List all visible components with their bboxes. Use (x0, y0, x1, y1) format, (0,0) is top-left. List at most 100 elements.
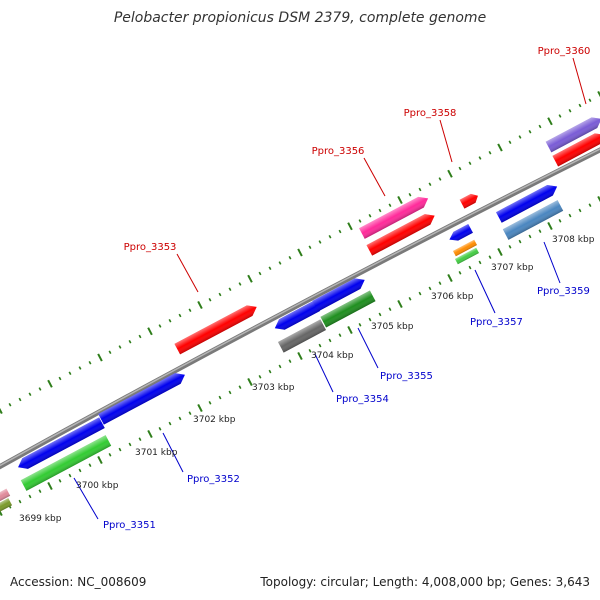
gene-label[interactable]: Ppro_3353 (124, 242, 177, 253)
tick-mark (347, 325, 353, 335)
gene-Ppro_3352b[interactable] (15, 417, 105, 472)
gene-arrow-shade (312, 278, 365, 312)
gene-Ppro_3352a[interactable] (98, 369, 188, 425)
tick-mark (247, 274, 253, 283)
gene-Ppro_3357c[interactable] (454, 247, 480, 265)
tick-mark (538, 124, 542, 129)
gene-label[interactable]: Ppro_3354 (336, 394, 389, 405)
gene-arrow-shade (0, 498, 13, 512)
kbp-label: 3702 kbp (193, 415, 236, 425)
gene-Ppro_3360b[interactable] (552, 130, 600, 167)
tick-mark (438, 177, 442, 181)
gene-arrow-shade (359, 196, 429, 239)
tick-mark (558, 219, 562, 223)
tick-mark (168, 421, 172, 426)
gene-label[interactable]: Ppro_3359 (537, 286, 590, 297)
gene-label[interactable]: Ppro_3360 (538, 46, 591, 57)
tick-mark (418, 291, 422, 296)
gene-Ppro_3359b[interactable] (502, 200, 564, 240)
gene-Ppro_3354b[interactable] (277, 319, 327, 353)
gene-Ppro_3353[interactable] (174, 302, 259, 355)
tick-mark (388, 203, 392, 208)
gene-Ppro_3357b[interactable] (452, 239, 478, 257)
tick-mark (97, 455, 103, 465)
tick-mark (258, 375, 262, 379)
kbp-label: 3708 kbp (552, 235, 595, 245)
leader-line (176, 253, 199, 293)
tick-mark (197, 300, 203, 310)
tick-mark (468, 161, 472, 166)
gene-Ppro_3355b[interactable] (320, 290, 376, 328)
tick-mark (68, 473, 72, 478)
tick-mark (228, 287, 232, 292)
tick-mark (347, 222, 353, 231)
tick-mark (197, 403, 203, 413)
gene-arrow-shade (277, 319, 327, 353)
tick-mark (338, 229, 342, 234)
tick-mark (438, 281, 442, 285)
gene-arrow-shade (459, 193, 478, 209)
gene-arrow-shade (545, 117, 600, 153)
tick-mark (597, 195, 600, 203)
tick-mark (297, 248, 303, 257)
gene-label[interactable]: Ppro_3357 (470, 317, 523, 328)
tick-mark (147, 429, 153, 439)
tick-mark (508, 245, 512, 249)
gene-arrow-shade (320, 290, 376, 328)
tick-mark (58, 479, 62, 483)
tick-mark (528, 129, 532, 134)
tick-mark (238, 385, 242, 389)
gene-small-a[interactable] (0, 488, 11, 502)
tick-mark (178, 416, 182, 421)
gene-label[interactable]: Ppro_3356 (312, 146, 365, 157)
gene-small-b[interactable] (0, 498, 13, 512)
gene-Ppro_3356b[interactable] (366, 210, 438, 256)
gene-Ppro_3355a[interactable] (312, 275, 367, 312)
tick-mark (358, 219, 362, 223)
tick-mark (168, 318, 172, 323)
tick-mark (468, 265, 472, 270)
gene-Ppro_3356a[interactable] (359, 193, 431, 239)
leader-line (162, 432, 184, 473)
tick-mark (78, 366, 82, 370)
tick-mark (328, 338, 332, 343)
tick-mark (488, 150, 492, 155)
leader-line (363, 157, 386, 197)
kbp-label: 3700 kbp (76, 481, 119, 491)
tick-mark (408, 192, 412, 197)
gene-arrow-shade (449, 223, 473, 241)
leader-line (572, 57, 587, 105)
gene-label[interactable]: Ppro_3352 (187, 474, 240, 485)
leader-line (474, 269, 496, 314)
gene-Ppro_3358[interactable] (459, 191, 481, 209)
tick-mark (297, 351, 303, 361)
tick-mark (128, 442, 132, 447)
gene-label[interactable]: Ppro_3355 (380, 371, 433, 382)
kbp-label: 3704 kbp (311, 351, 354, 361)
gene-Ppro_3357a[interactable] (447, 223, 473, 244)
tick-mark (138, 334, 142, 339)
tick-mark (128, 339, 132, 344)
tick-mark (78, 468, 82, 473)
kbp-label: 3701 kbp (135, 448, 178, 458)
tick-mark (478, 156, 482, 160)
tick-mark (97, 353, 103, 362)
tick-mark (308, 349, 312, 353)
gene-arrow-shade (454, 247, 480, 265)
tick-mark (568, 213, 572, 218)
gene-Ppro_3360a[interactable] (545, 114, 600, 153)
gene-label[interactable]: Ppro_3358 (404, 108, 457, 119)
map-title: Pelobacter propionicus DSM 2379, complet… (114, 10, 486, 26)
kbp-label: 3705 kbp (371, 322, 414, 332)
gene-Ppro_3354a[interactable] (272, 300, 321, 333)
kbp-labels: 3699 kbp 3700 kbp 3701 kbp 3702 kbp 3703 kbp… (19, 235, 595, 524)
gene-Ppro_3351[interactable] (20, 435, 112, 491)
gene-label[interactable]: Ppro_3351 (103, 520, 156, 531)
tick-marks (0, 90, 600, 517)
tick-mark (108, 453, 112, 457)
tick-mark (47, 379, 53, 388)
tick-mark (218, 395, 222, 400)
gene-Ppro_3359a[interactable] (496, 181, 560, 223)
tick-mark (208, 297, 212, 302)
leader-line (357, 327, 379, 369)
